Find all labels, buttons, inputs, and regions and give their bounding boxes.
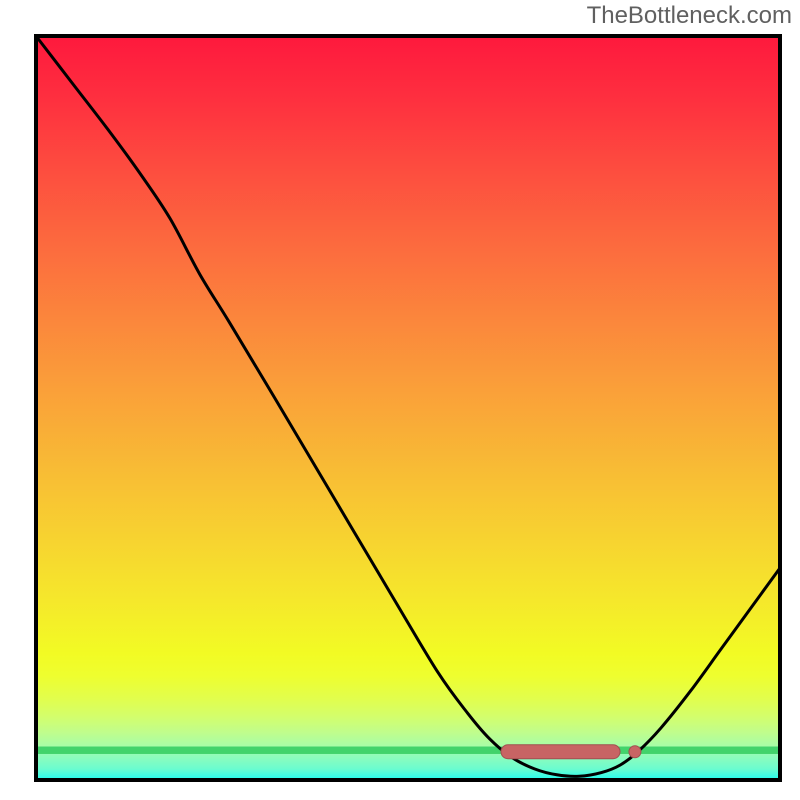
optimal-range-end-dot xyxy=(629,746,641,758)
green-band xyxy=(36,747,780,754)
chart-container: TheBottleneck.com xyxy=(0,0,800,800)
optimal-range-marker xyxy=(501,745,620,759)
watermark-text: TheBottleneck.com xyxy=(587,2,792,30)
bottleneck-chart xyxy=(0,0,800,800)
gradient-background xyxy=(36,36,780,780)
